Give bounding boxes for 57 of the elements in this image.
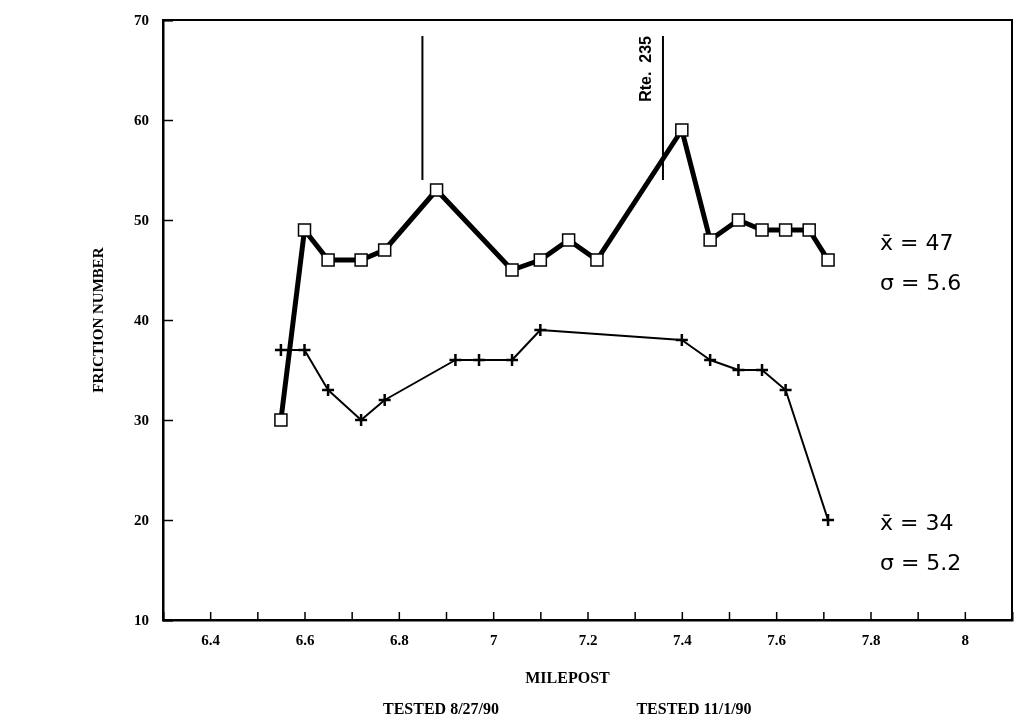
point xyxy=(703,233,717,247)
x-axis-title: MILEPOST xyxy=(525,669,611,686)
x-tick-label: 8 xyxy=(961,631,970,648)
point xyxy=(273,342,289,358)
point xyxy=(674,332,690,348)
y-tick-label: 20 xyxy=(134,512,149,529)
point xyxy=(702,352,718,368)
y-tick-label: 40 xyxy=(134,312,149,329)
point xyxy=(731,213,746,227)
point xyxy=(429,183,444,197)
point xyxy=(321,253,335,267)
point xyxy=(297,342,312,358)
y-tick-label: 70 xyxy=(134,12,149,29)
point xyxy=(504,352,520,368)
text: TESTED 11/1/90 xyxy=(636,700,752,717)
text: TESTED 8/27/90 xyxy=(382,700,500,717)
point xyxy=(533,322,548,338)
point xyxy=(731,362,746,378)
x-tick-label: 6.6 xyxy=(295,631,315,648)
point xyxy=(297,223,312,237)
point xyxy=(354,253,368,267)
y-tick-label: 10 xyxy=(134,612,149,629)
point xyxy=(675,123,689,137)
point xyxy=(754,362,770,378)
point xyxy=(802,223,816,237)
annotation: σ = 5.6 xyxy=(880,270,962,295)
x-tick-label: 7.2 xyxy=(578,631,598,648)
y-tick-label: 60 xyxy=(134,112,149,129)
point xyxy=(820,512,836,528)
annotation: σ = 5.2 xyxy=(880,550,962,575)
y-tick-label: 30 xyxy=(134,412,149,429)
point xyxy=(778,382,793,398)
point xyxy=(377,392,392,408)
point xyxy=(755,223,769,237)
point xyxy=(561,233,576,247)
point xyxy=(533,253,548,267)
point xyxy=(320,382,336,398)
point xyxy=(590,253,604,267)
x-tick-label: 6.8 xyxy=(389,631,409,648)
point xyxy=(821,253,835,267)
point xyxy=(448,352,463,368)
y-tick-label: 50 xyxy=(134,212,149,229)
point xyxy=(274,413,288,427)
x-tick-label: 7.4 xyxy=(672,631,693,648)
point xyxy=(778,223,793,237)
x-tick-label: 7.8 xyxy=(861,631,881,648)
x-tick-label: 7.6 xyxy=(767,631,787,648)
annotation: x̄ = 47 xyxy=(880,230,954,255)
point xyxy=(353,412,369,428)
x-tick-label: 7 xyxy=(489,631,498,648)
ref-line-label: Rte. 235 xyxy=(636,35,654,102)
point xyxy=(505,263,519,277)
point xyxy=(471,352,487,368)
annotation: x̄ = 34 xyxy=(880,510,954,535)
point xyxy=(377,243,392,257)
x-tick-label: 6.4 xyxy=(201,631,221,648)
y-axis-title: FRICTION NUMBER xyxy=(90,247,106,393)
